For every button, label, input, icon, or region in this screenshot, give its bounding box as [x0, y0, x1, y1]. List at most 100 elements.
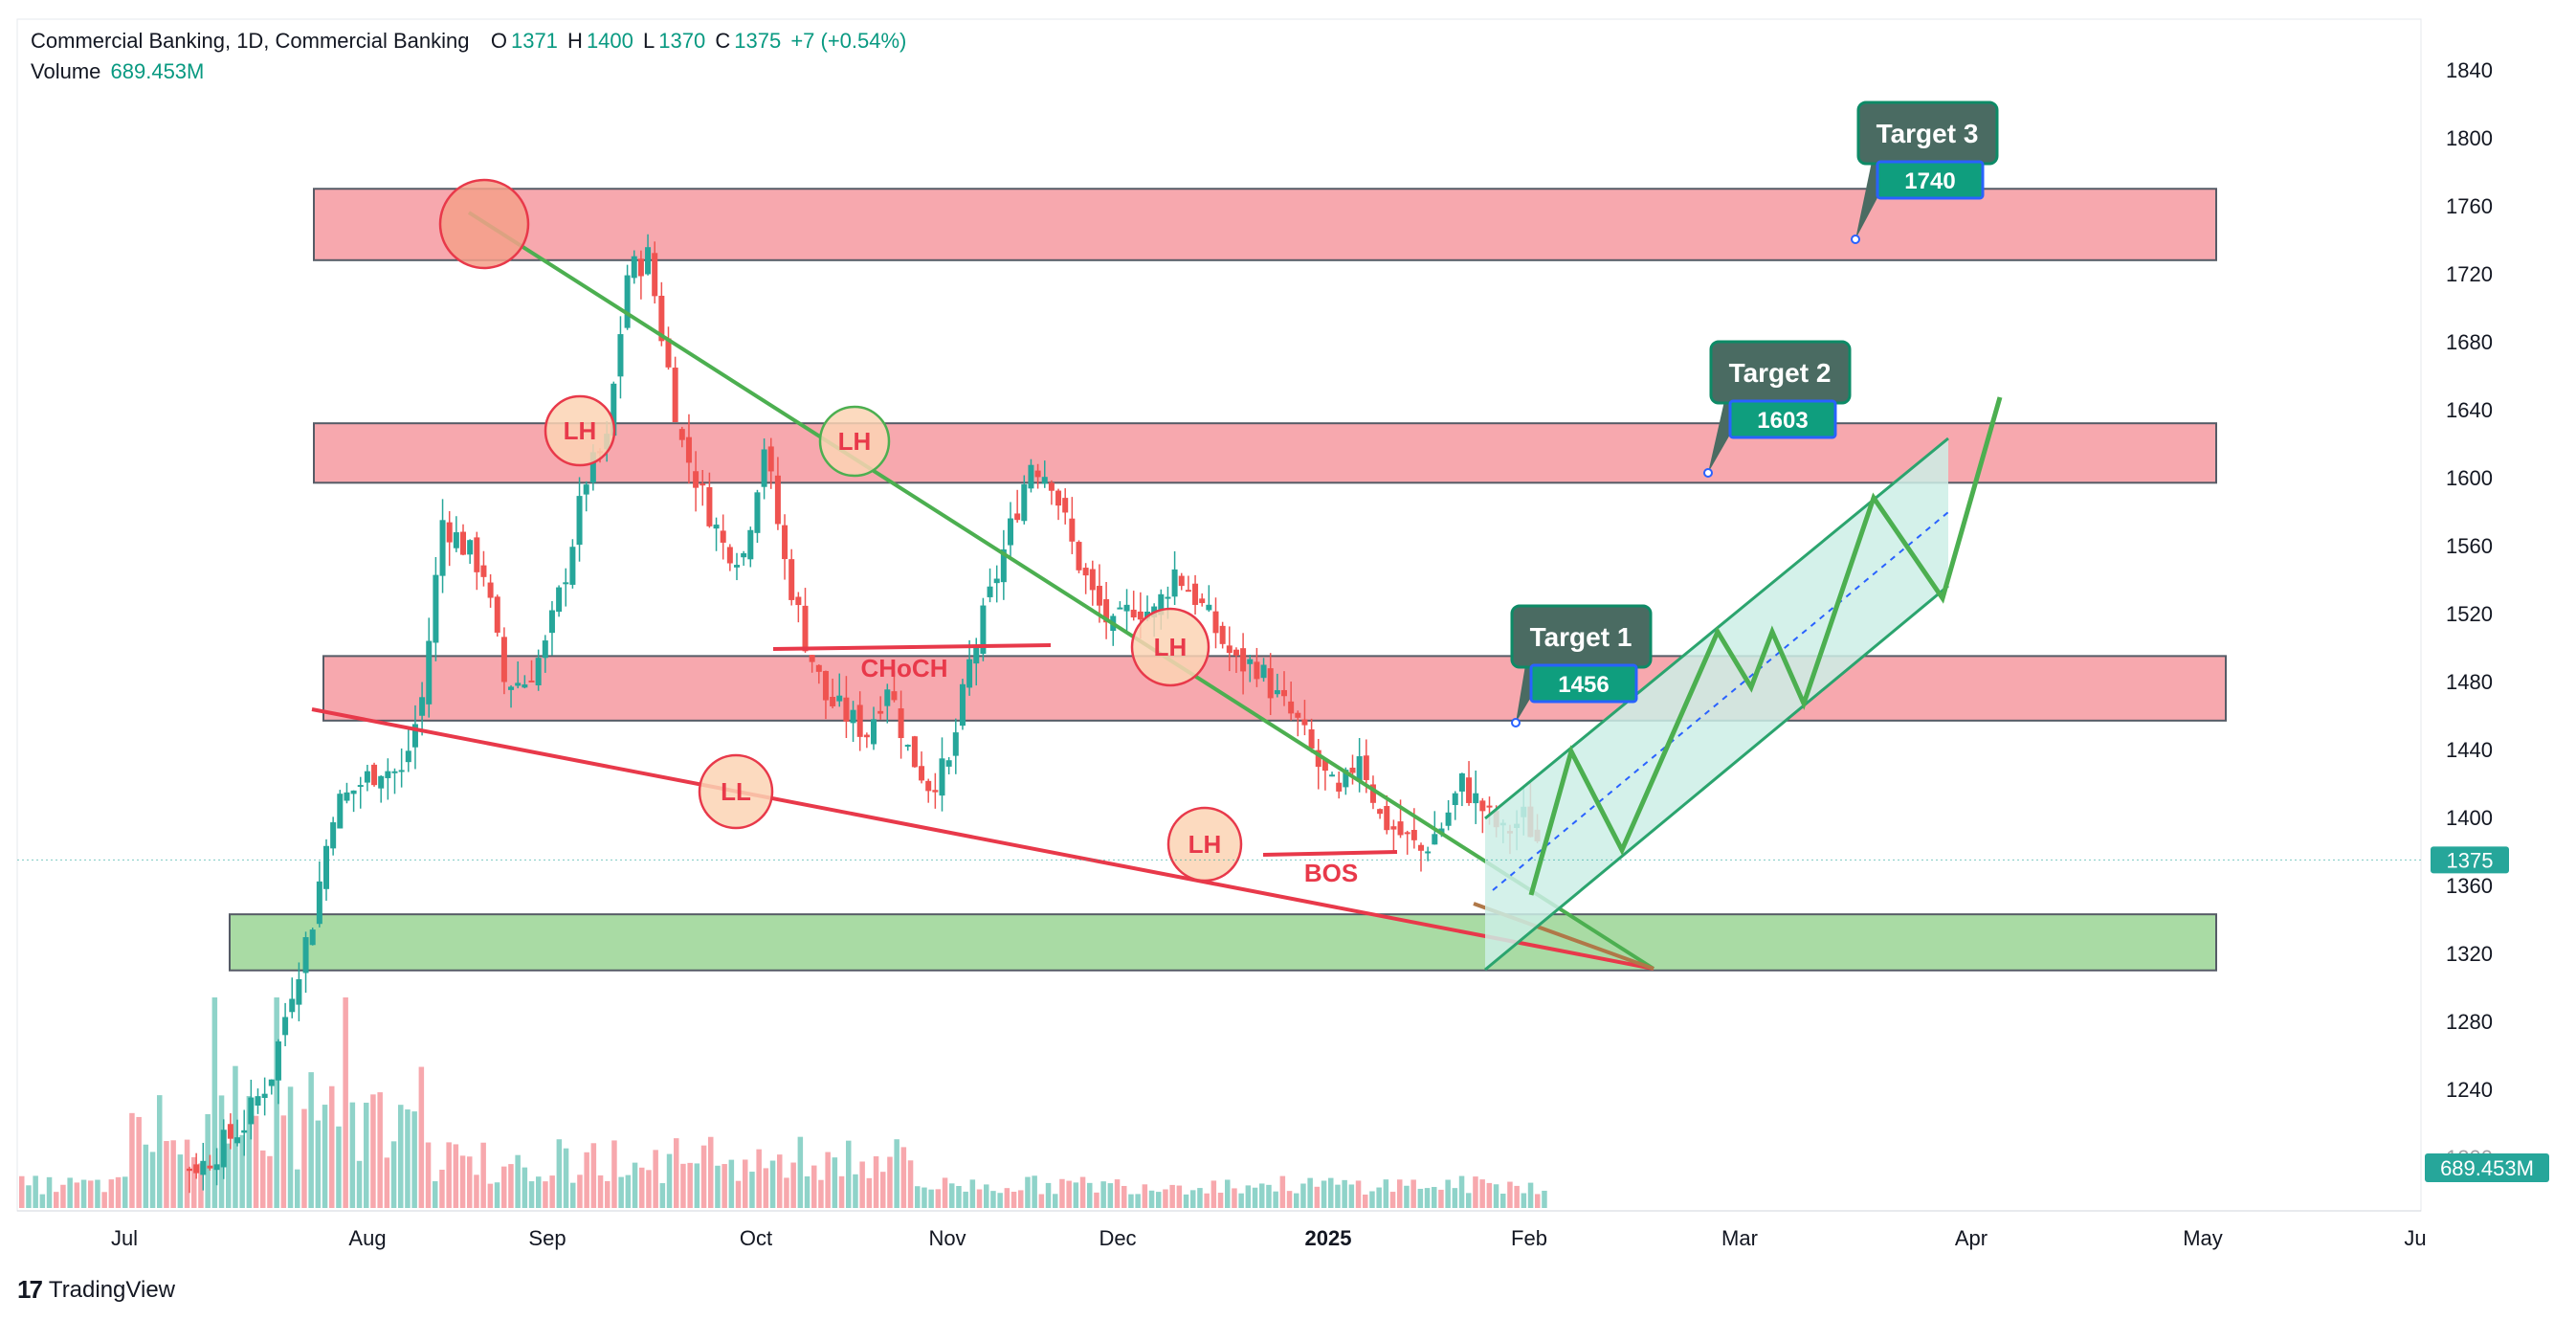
candle-down — [767, 446, 774, 472]
volume-bar-up — [618, 1176, 624, 1208]
candle-up — [1171, 569, 1178, 597]
volume-bar-down — [597, 1175, 604, 1208]
candle-down — [1103, 599, 1110, 623]
volume-bar-down — [605, 1180, 611, 1208]
volume-bar-up — [1073, 1182, 1079, 1208]
candle-up — [522, 684, 528, 688]
candle-down — [193, 1164, 200, 1174]
last-price-badge — [2431, 846, 2509, 874]
volume-bar-down — [74, 1182, 80, 1208]
candle-down — [1062, 498, 1069, 513]
volume-bar-up — [39, 1194, 46, 1208]
volume-bar-down — [708, 1136, 714, 1208]
volume-bar-down — [1204, 1193, 1210, 1208]
candle-up — [1028, 464, 1034, 489]
volume-bar-up — [1335, 1184, 1341, 1208]
candle-down — [1055, 490, 1062, 506]
volume-bar-down — [453, 1144, 459, 1208]
volume-bar-up — [522, 1167, 528, 1208]
volume-bar-up — [1053, 1194, 1058, 1208]
volume-bar-up — [1542, 1190, 1547, 1208]
candle-up — [200, 1160, 207, 1175]
volume-bar-down — [976, 1189, 983, 1208]
candle-up — [467, 540, 474, 555]
candle-up — [296, 979, 302, 1005]
target-callout-3: Target 3 1740 — [1851, 101, 1999, 244]
price-tick-label: 1840 — [2446, 58, 2493, 82]
time-tick-label: Dec — [1099, 1226, 1136, 1250]
candle-up — [344, 792, 350, 801]
candle-down — [1212, 611, 1219, 634]
volume-bar-up — [984, 1184, 989, 1208]
volume-bar-down — [543, 1181, 548, 1208]
candle-up — [248, 1097, 255, 1125]
candle-down — [1369, 784, 1376, 803]
candle-up — [563, 582, 569, 585]
volume-bar-up — [33, 1175, 38, 1208]
candle-up — [624, 275, 631, 328]
candle-up — [385, 771, 391, 778]
time-tick-label: Aug — [348, 1226, 386, 1250]
volume-bar-down — [54, 1192, 59, 1208]
symbol-title[interactable]: Commercial Banking, 1D, Commercial Banki… — [31, 29, 470, 53]
candle-down — [1082, 568, 1089, 576]
candle-down — [500, 637, 507, 682]
candle-up — [1000, 548, 1007, 583]
candle-up — [973, 645, 980, 664]
volume-bar-down — [680, 1163, 686, 1208]
volume-bar-down — [825, 1152, 831, 1208]
volume-bar-up — [963, 1191, 968, 1208]
volume-bar-up — [80, 1179, 87, 1208]
volume-bar-up — [666, 1153, 673, 1208]
candle-down — [1349, 767, 1356, 773]
volume-bar-down — [790, 1162, 796, 1208]
volume-bar-up — [122, 1176, 128, 1208]
volume-bar-up — [1045, 1182, 1052, 1208]
volume-bar-up — [356, 1160, 363, 1208]
candle-up — [850, 709, 856, 724]
volume-bar-up — [922, 1187, 927, 1208]
tradingview-logo[interactable]: 17 TradingView — [17, 1275, 175, 1305]
candle-up — [433, 574, 439, 643]
volume-bar-down — [418, 1066, 425, 1208]
candle-up — [282, 1017, 289, 1036]
candle-down — [898, 708, 904, 739]
volume-bar-up — [433, 1181, 438, 1208]
price-tick-label: 1760 — [2446, 194, 2493, 218]
volume-bar-down — [590, 1143, 597, 1208]
volume-bar-up — [1128, 1194, 1134, 1208]
candle-down — [1178, 575, 1185, 587]
volume-bar-up — [295, 1169, 300, 1208]
candle-down — [446, 522, 453, 543]
volume-bar-down — [584, 1152, 589, 1208]
candle-up — [1158, 593, 1165, 615]
price-tick-label: 1280 — [2446, 1010, 2493, 1034]
volume-bar-up — [728, 1159, 735, 1208]
volume-bar-down — [859, 1161, 865, 1208]
time-tick-label: Nov — [928, 1226, 966, 1250]
volume-bar-up — [1252, 1187, 1258, 1208]
candle-down — [774, 475, 781, 525]
candle-up — [556, 587, 563, 613]
volume-bar-down — [700, 1145, 707, 1208]
volume-bar-down — [1059, 1178, 1065, 1208]
volume-bar-up — [694, 1163, 700, 1208]
candle-up — [1021, 483, 1028, 522]
volume-bar-down — [887, 1156, 893, 1208]
time-tick-label: Feb — [1511, 1226, 1547, 1250]
candle-up — [1274, 690, 1280, 695]
volume-label[interactable]: Volume — [31, 59, 101, 83]
candle-down — [822, 670, 829, 701]
candle-down — [830, 697, 836, 706]
volume-bar-down — [1355, 1180, 1362, 1208]
volume-bar-up — [349, 1102, 356, 1208]
volume-bar-down — [1410, 1179, 1416, 1208]
candle-up — [617, 334, 624, 377]
volume-bar-down — [880, 1172, 886, 1208]
candle-down — [815, 664, 822, 672]
time-tick-label: Oct — [740, 1226, 772, 1250]
candle-up — [836, 695, 843, 702]
candle-up — [213, 1164, 220, 1171]
volume-bar-up — [308, 1072, 314, 1208]
